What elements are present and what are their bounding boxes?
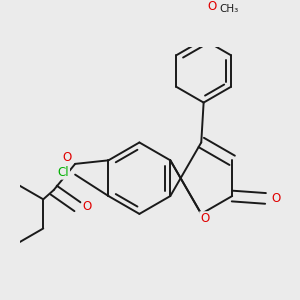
- Text: O: O: [62, 152, 71, 164]
- Text: Cl: Cl: [57, 166, 69, 179]
- Text: CH₃: CH₃: [219, 4, 238, 14]
- Text: O: O: [200, 212, 209, 225]
- Text: O: O: [272, 192, 281, 205]
- Text: O: O: [82, 200, 92, 213]
- Text: O: O: [207, 0, 217, 13]
